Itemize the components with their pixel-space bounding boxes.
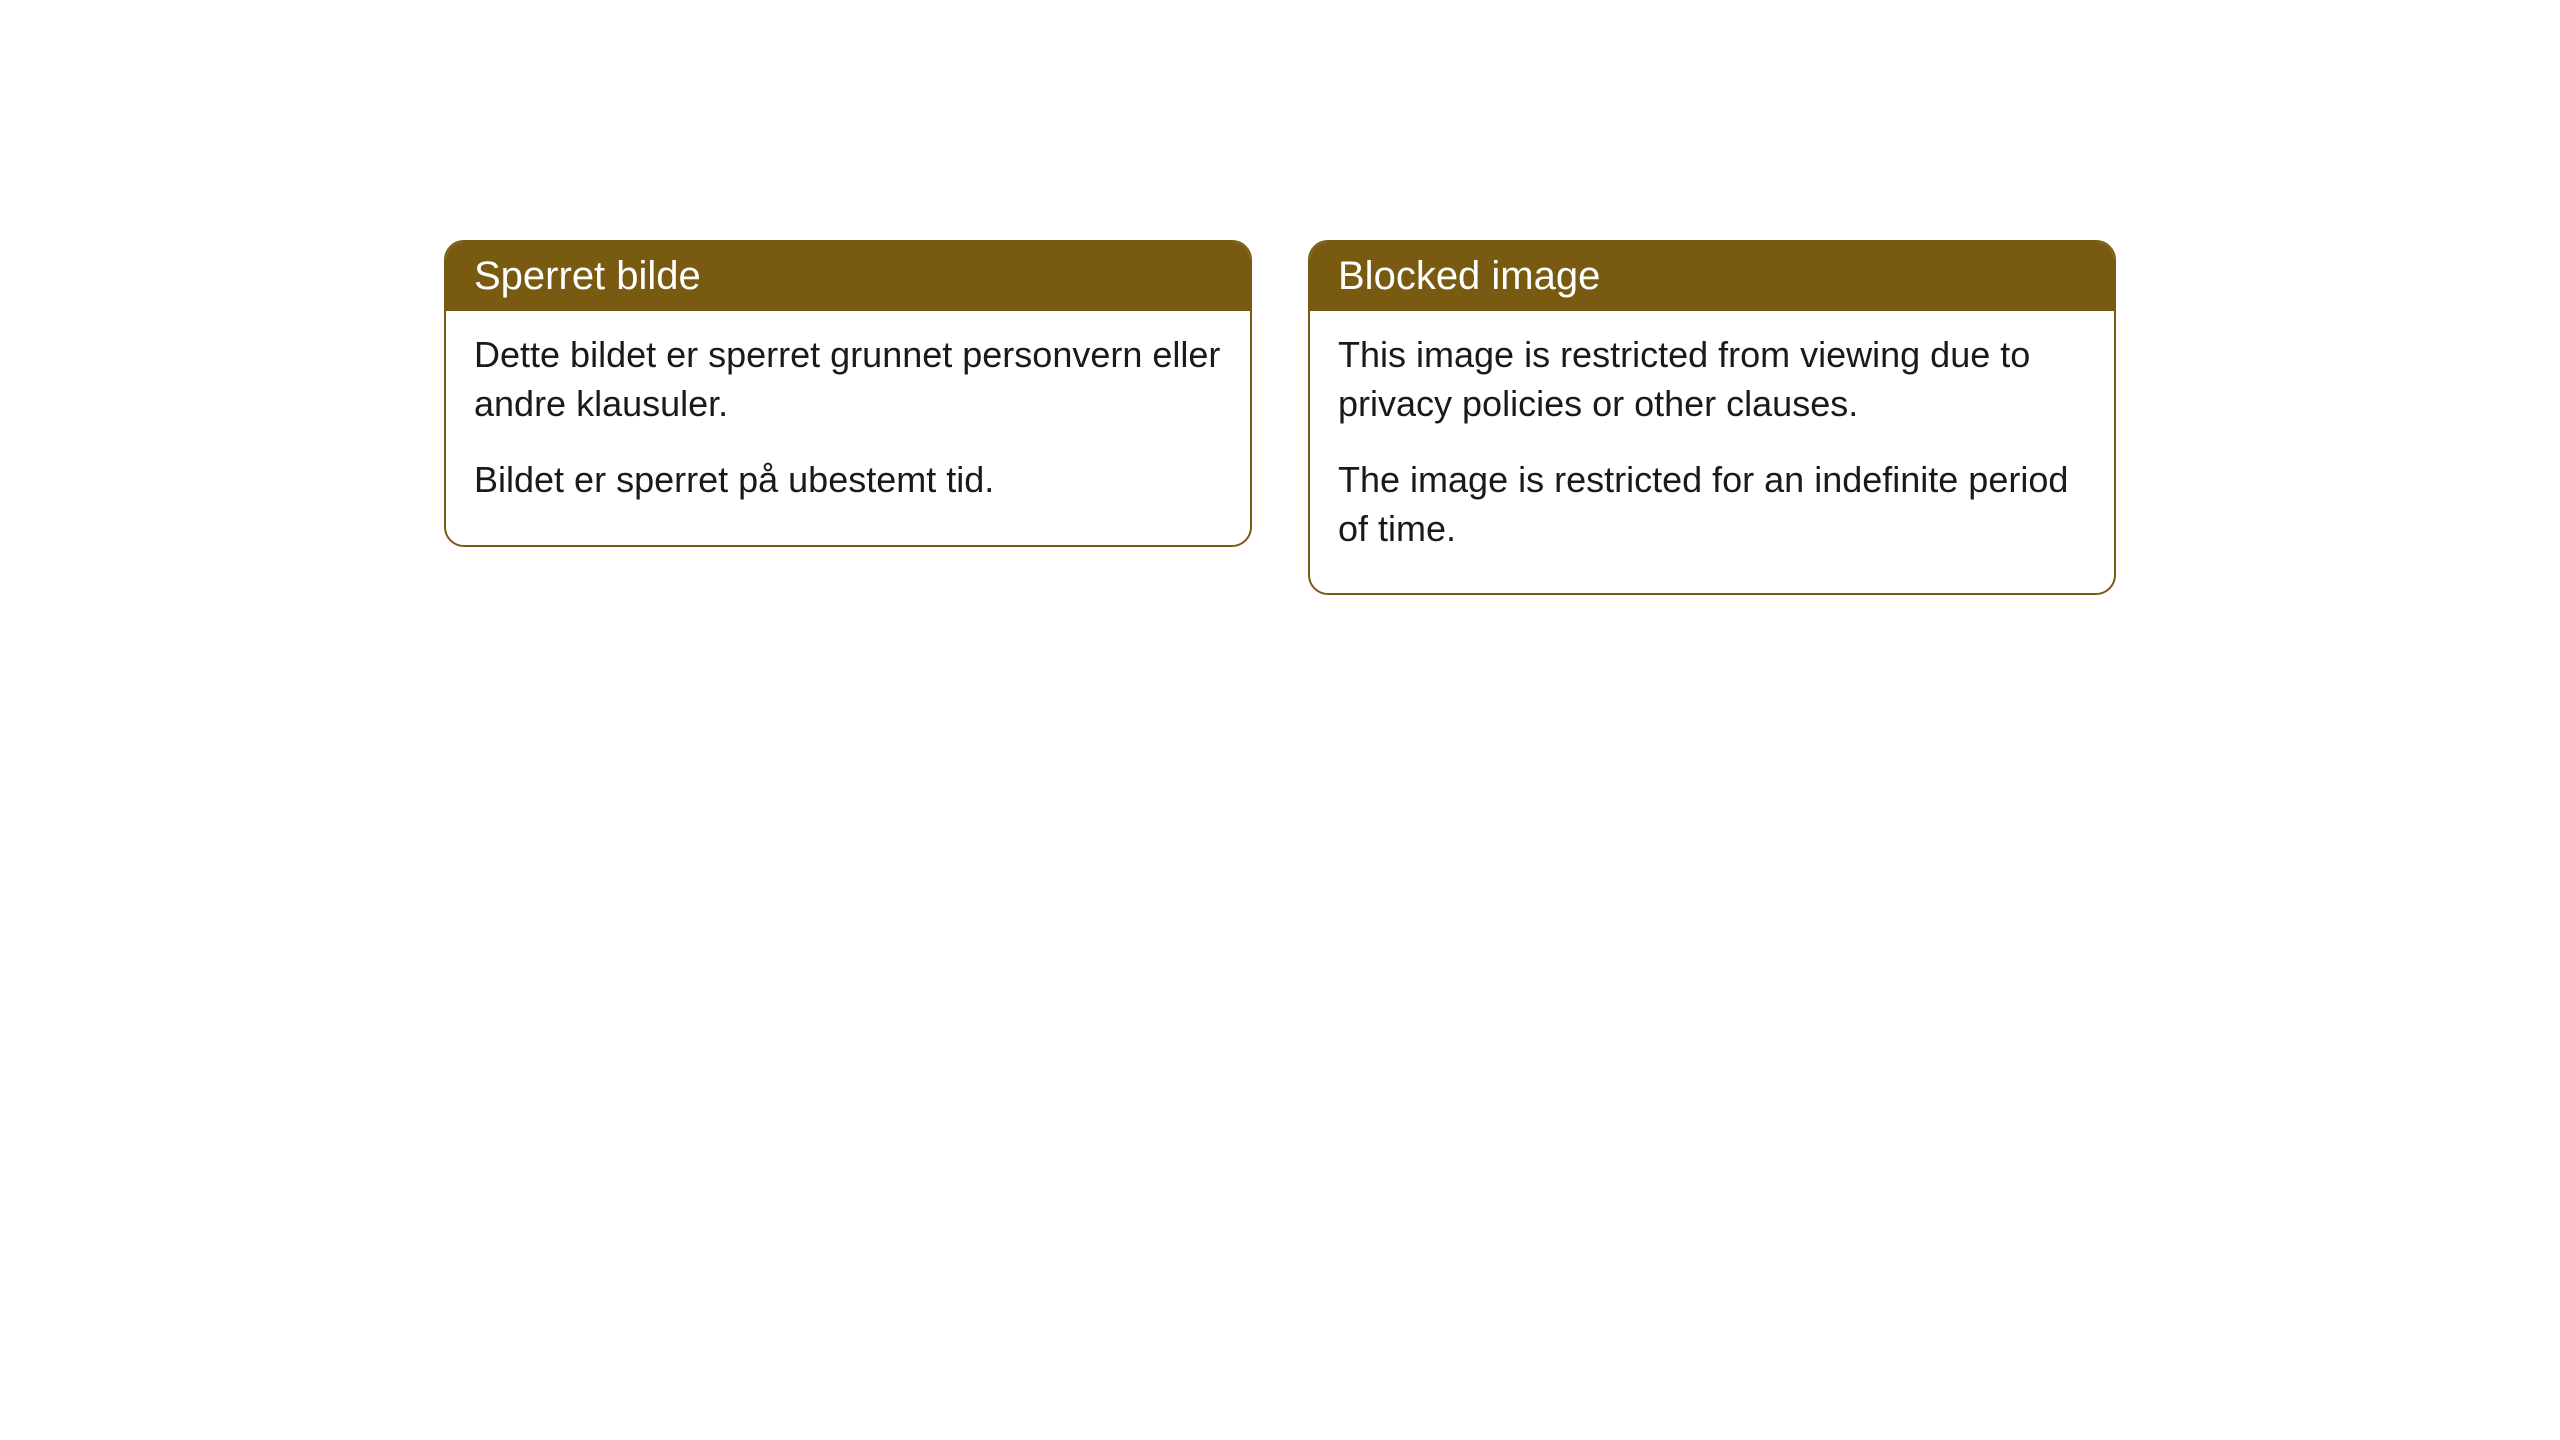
card-paragraph-english-1: This image is restricted from viewing du… bbox=[1338, 331, 2086, 428]
card-body-english: This image is restricted from viewing du… bbox=[1310, 311, 2114, 593]
cards-container: Sperret bilde Dette bildet er sperret gr… bbox=[444, 240, 2116, 1440]
card-paragraph-norwegian-2: Bildet er sperret på ubestemt tid. bbox=[474, 456, 1222, 505]
blocked-image-card-english: Blocked image This image is restricted f… bbox=[1308, 240, 2116, 595]
card-paragraph-norwegian-1: Dette bildet er sperret grunnet personve… bbox=[474, 331, 1222, 428]
blocked-image-card-norwegian: Sperret bilde Dette bildet er sperret gr… bbox=[444, 240, 1252, 547]
card-paragraph-english-2: The image is restricted for an indefinit… bbox=[1338, 456, 2086, 553]
card-body-norwegian: Dette bildet er sperret grunnet personve… bbox=[446, 311, 1250, 545]
card-header-norwegian: Sperret bilde bbox=[446, 242, 1250, 311]
card-header-english: Blocked image bbox=[1310, 242, 2114, 311]
